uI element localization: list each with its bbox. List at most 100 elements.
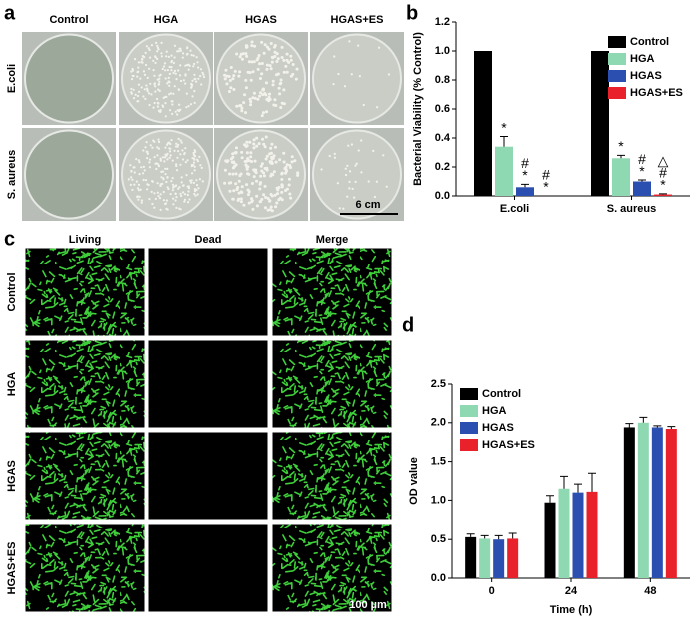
scale-label: 6 cm — [355, 199, 380, 211]
legend-label: HGA — [630, 53, 655, 65]
error-bar — [521, 183, 529, 188]
bar — [612, 158, 630, 196]
petri-dish — [24, 33, 114, 124]
error-bar — [653, 425, 662, 428]
y-tick-label: 0.5 — [431, 533, 446, 545]
legend-label: Control — [630, 36, 669, 48]
significance-mark: * — [522, 167, 528, 183]
error-bar — [494, 534, 503, 540]
error-bar — [560, 475, 568, 489]
bar — [544, 502, 556, 578]
micrograph — [271, 431, 393, 521]
petri-dish — [312, 33, 402, 124]
y-axis-label: OD value — [408, 457, 420, 505]
micrograph — [24, 431, 146, 521]
y-tick-label: 1.2 — [435, 16, 450, 28]
colonies — [320, 139, 388, 210]
row-label: HGAS — [6, 460, 18, 492]
x-tick-label: S. aureus — [607, 203, 657, 215]
micrograph — [271, 339, 393, 429]
y-tick-label: 1.0 — [435, 45, 450, 57]
significance-mark: # — [659, 165, 667, 181]
y-tick-label: 0.2 — [435, 161, 450, 173]
x-tick-label: 0 — [489, 585, 495, 597]
legend-swatch — [608, 87, 626, 99]
bar — [465, 536, 477, 578]
legend-label: HGAS+ES — [630, 87, 683, 99]
micrograph — [147, 431, 269, 521]
bar — [474, 51, 492, 196]
column-label: Living — [69, 234, 101, 246]
bar — [651, 427, 663, 578]
significance-mark: * — [618, 138, 624, 154]
y-tick-label: 0.8 — [435, 74, 450, 86]
micrograph — [271, 523, 393, 613]
row-label: HGAS+ES — [6, 542, 18, 595]
row-label: E.coli — [6, 64, 18, 93]
significance-mark: * — [660, 177, 666, 193]
legend-swatch — [608, 36, 626, 48]
micrograph — [147, 339, 269, 429]
bar — [665, 429, 677, 578]
panel-label: c — [4, 228, 15, 250]
error-bar — [667, 426, 676, 430]
column-label: Merge — [316, 234, 348, 246]
panel-label: d — [402, 314, 414, 336]
bar — [495, 146, 513, 196]
legend-swatch — [460, 388, 478, 400]
error-bar — [546, 495, 554, 503]
bar — [493, 539, 505, 578]
y-tick-label: 2.0 — [431, 417, 446, 429]
micrograph — [24, 523, 146, 613]
error-bar — [617, 154, 625, 159]
bar — [558, 488, 570, 578]
micrograph — [24, 247, 146, 337]
legend-swatch — [460, 405, 478, 417]
micrograph — [271, 247, 393, 337]
significance-mark: * — [543, 179, 549, 195]
error-bar — [638, 179, 646, 182]
error-bar — [588, 472, 596, 492]
column-label: HGAS — [245, 14, 277, 26]
y-tick-label: 1.5 — [431, 456, 446, 468]
colonies — [223, 135, 300, 213]
column-label: HGA — [154, 14, 179, 26]
y-axis-label: Bacterial Viability (% Control) — [412, 32, 424, 186]
significance-mark: # — [521, 155, 529, 171]
legend-swatch — [460, 422, 478, 434]
bar — [654, 194, 672, 196]
error-bar — [500, 136, 508, 147]
colonies — [223, 40, 299, 118]
panel-label: a — [4, 2, 16, 24]
error-bar — [639, 416, 648, 423]
bar — [507, 538, 519, 578]
y-tick-label: 0.4 — [435, 132, 451, 144]
bar — [479, 538, 491, 578]
legend-label: HGA — [482, 405, 507, 417]
legend-label: HGAS+ES — [482, 439, 535, 451]
bar — [633, 181, 651, 196]
error-bar — [480, 534, 489, 539]
significance-mark: # — [542, 167, 550, 183]
x-tick-label: 48 — [644, 585, 656, 597]
legend-label: HGAS — [482, 422, 514, 434]
petri-dish — [24, 129, 114, 220]
error-bar — [574, 483, 582, 493]
bar — [516, 187, 534, 196]
error-bar — [625, 423, 634, 428]
significance-mark: # — [638, 151, 646, 167]
legend-swatch — [608, 53, 626, 65]
bar — [637, 422, 649, 578]
colonies — [332, 40, 391, 109]
colonies — [127, 137, 204, 211]
scale-label: 100 µm — [349, 599, 387, 611]
y-tick-label: 0.6 — [435, 103, 450, 115]
micrograph — [147, 247, 269, 337]
petri-dish — [312, 129, 402, 220]
row-label: S. aureus — [6, 150, 18, 200]
legend-swatch — [460, 439, 478, 451]
bar — [586, 491, 598, 578]
y-tick-label: 2.5 — [431, 378, 446, 390]
micrograph — [147, 523, 269, 613]
